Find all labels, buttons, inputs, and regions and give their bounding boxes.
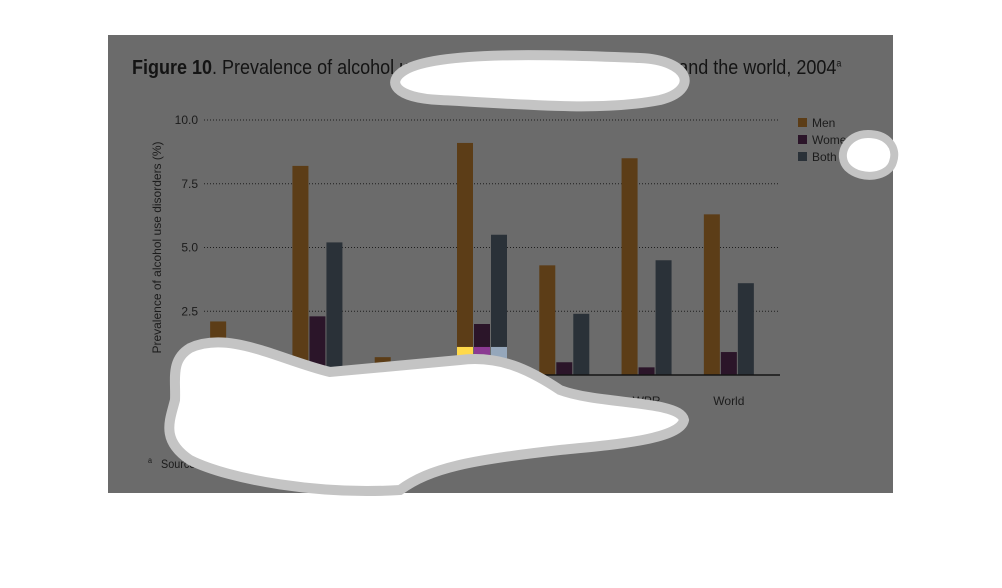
x-tick-label: World <box>713 394 744 408</box>
x-tick-label: EMR <box>386 394 413 408</box>
legend-swatch <box>798 135 807 144</box>
bar-highlight <box>491 346 507 375</box>
legend-label: Women <box>812 133 853 147</box>
bar-women <box>556 362 573 375</box>
source-footnote: a Source: Rehm et al., 2009. <box>148 456 289 471</box>
bar-men <box>703 214 720 375</box>
y-tick-label: 10.0 <box>175 113 199 127</box>
x-axis-label: WHO region <box>449 428 515 442</box>
x-tick-label: SEAR <box>548 394 581 408</box>
bar-men <box>621 158 638 375</box>
bar-men <box>457 142 473 375</box>
bar-highlight <box>244 346 261 375</box>
y-axis-label: Prevalence of alcohol use disorders (%) <box>150 141 164 353</box>
y-tick-label: 0 <box>191 368 198 382</box>
bar-both <box>573 313 590 375</box>
footnote-marker: a <box>148 456 153 465</box>
bar-women <box>720 352 737 375</box>
figure-panel: Figure 10. Prevalence of alcohol use dis… <box>108 35 893 493</box>
x-tick-label: AMR <box>304 394 331 408</box>
figure-label: Figure 10 <box>132 57 213 79</box>
y-tick-label: 2.5 <box>181 304 198 318</box>
bar-both <box>326 242 343 375</box>
legend-swatch <box>798 152 807 161</box>
y-tick-label: 7.5 <box>181 177 198 191</box>
x-tick-label: EUR <box>469 394 495 408</box>
bar-highlight <box>210 346 227 375</box>
bar-highlight <box>227 369 244 375</box>
legend-label: Both <box>812 150 837 164</box>
bar-women <box>638 367 655 375</box>
y-tick-label: 5.0 <box>181 241 198 255</box>
legend-label: Men <box>812 116 835 130</box>
footnote-text: Source: Rehm et al., 2009. <box>161 457 290 471</box>
bar-highlight <box>457 346 473 375</box>
legend-swatch <box>798 118 807 127</box>
title-superscript: a <box>836 58 842 70</box>
bar-both <box>737 283 754 375</box>
bar-highlight <box>474 346 490 375</box>
x-tick-label: WPR <box>633 394 661 408</box>
x-tick-label: AFR <box>223 394 247 408</box>
bar-men <box>292 165 309 375</box>
bar-women <box>309 316 326 375</box>
bar-men <box>374 357 391 375</box>
bar-chart: 0 2.5 5.0 7.5 10.0 AFR AMR EMR EUR SEAR WPR World Pr… <box>150 113 853 442</box>
bar-both <box>408 367 425 375</box>
bar-both <box>655 260 672 375</box>
bar-men <box>539 265 556 375</box>
